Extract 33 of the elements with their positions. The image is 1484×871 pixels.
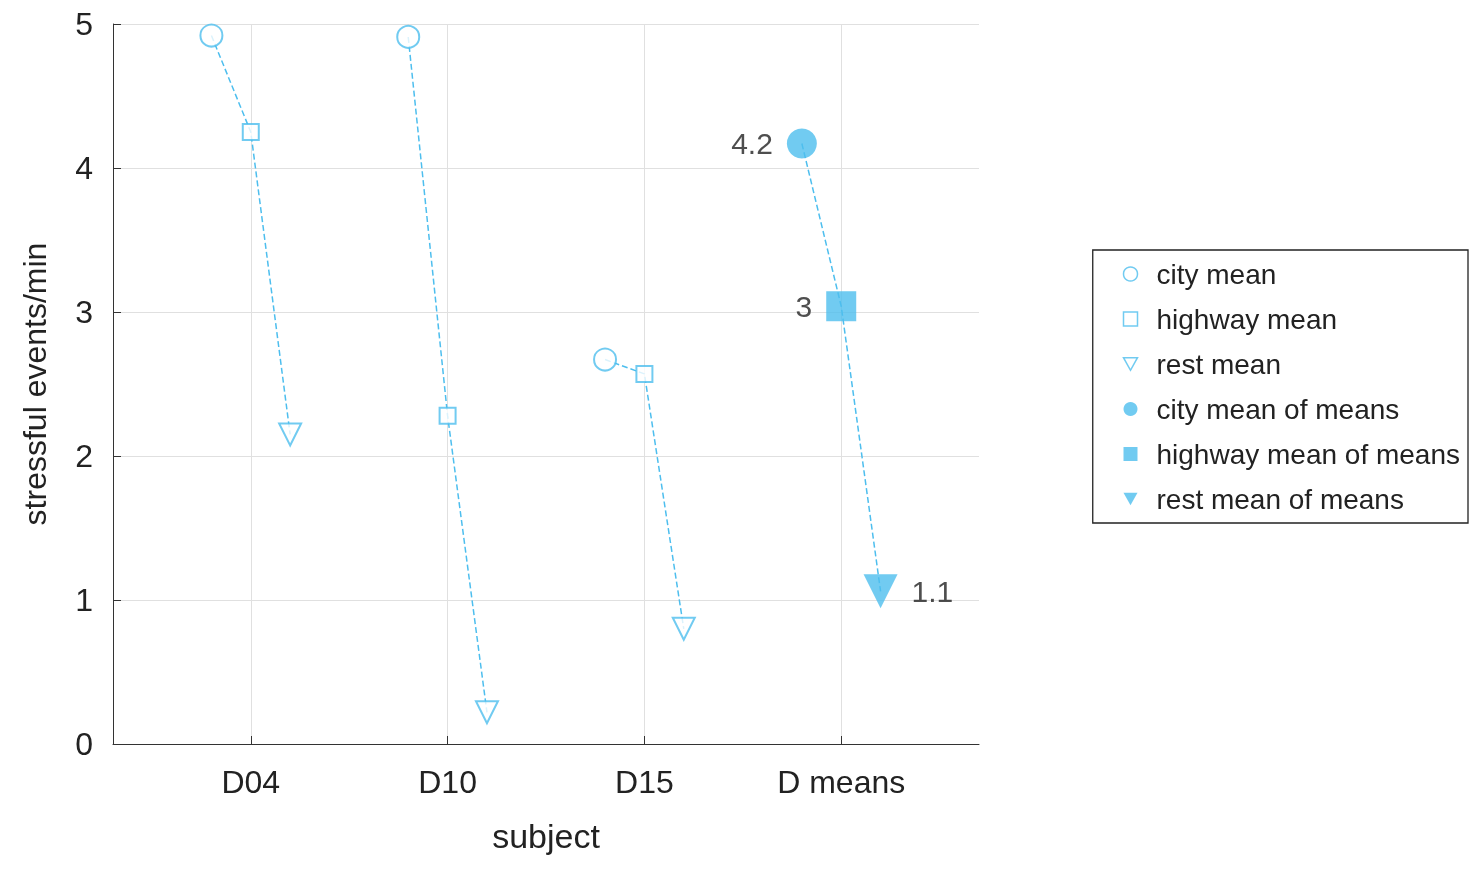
point <box>671 616 696 641</box>
point <box>241 123 260 141</box>
point <box>474 700 499 725</box>
y-tick-label: 0 <box>75 726 93 762</box>
point <box>786 128 817 159</box>
legend-label: city mean <box>1156 258 1277 290</box>
point <box>863 574 898 609</box>
legend-label: rest mean of means <box>1156 483 1404 515</box>
data-label: 3 <box>795 289 813 323</box>
y-tick-label: 1 <box>75 582 93 618</box>
x-axis-title: subject <box>492 817 601 855</box>
y-axis-title: stressful events/min <box>17 242 53 526</box>
x-tick-label: D10 <box>418 764 477 800</box>
legend-label: highway mean of means <box>1156 438 1461 470</box>
y-tick-label: 2 <box>75 438 93 474</box>
y-tick-label: 5 <box>75 6 93 42</box>
data-label: 1.1 <box>911 574 954 608</box>
data-label: 4.2 <box>731 127 773 161</box>
point <box>278 422 303 447</box>
x-tick-label: D15 <box>615 764 674 800</box>
y-tick-label: 3 <box>75 294 93 330</box>
point <box>396 24 421 49</box>
legend-label: highway mean <box>1156 303 1338 335</box>
x-tick-label: D04 <box>221 764 281 800</box>
legend-label: rest mean <box>1156 348 1281 380</box>
point <box>826 291 857 322</box>
y-tick-label: 4 <box>75 150 93 186</box>
legend-label: city mean of means <box>1156 393 1400 425</box>
point <box>635 364 654 383</box>
point <box>438 406 457 425</box>
point <box>199 23 224 48</box>
point <box>593 347 618 372</box>
x-tick-label: D means <box>777 764 906 800</box>
